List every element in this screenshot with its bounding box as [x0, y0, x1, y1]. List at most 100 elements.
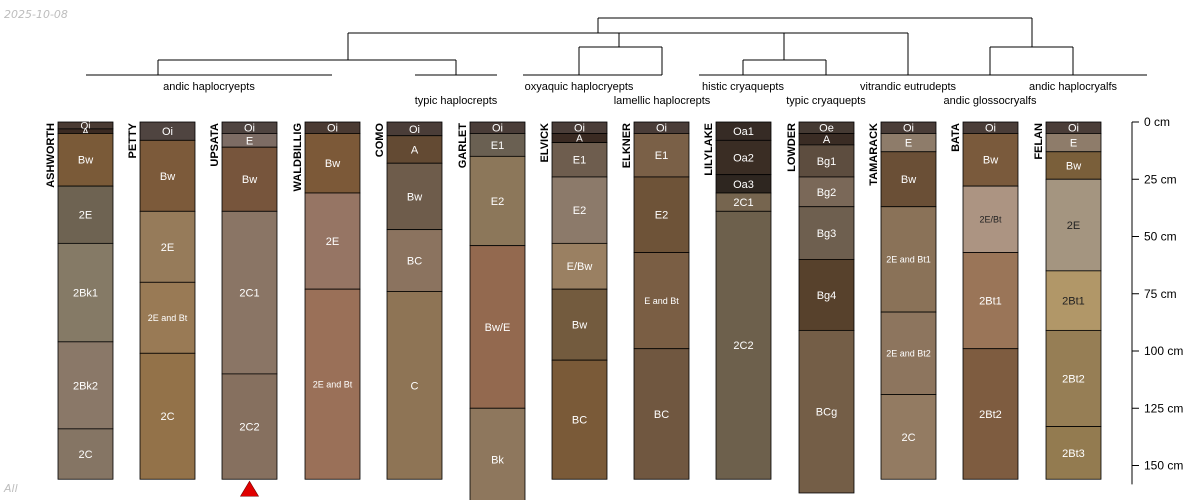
horizon-label: Bw	[407, 191, 422, 203]
subset-label: All	[4, 482, 18, 495]
horizon-label: Bw	[160, 171, 175, 183]
taxon-label-andic-haplocryalfs: andic haplocryalfs	[1029, 81, 1118, 93]
horizon-label: 2E	[161, 242, 174, 254]
profile-upsata: OiE Bw 2C1 2C2 UPSATA	[209, 121, 278, 497]
depth-axis: 0 cm 25 cm 50 cm 75 cm 100 cm 125 cm 150 cm	[1131, 115, 1183, 485]
horizon-label: Oe	[819, 123, 834, 135]
profile-garlet: Oi E1 E2 Bw/E Bk GARLET	[457, 121, 526, 500]
truncation-marker	[239, 480, 260, 497]
horizon-e1	[551, 142, 608, 178]
horizon-label: 2E/Bt	[979, 215, 1002, 225]
horizon-2e-and-bt	[139, 281, 196, 354]
horizon-e-bw	[551, 242, 608, 290]
profile-felan: Oi E Bw 2E 2Bt1 2Bt2 2Bt3 FELAN	[1033, 121, 1102, 480]
taxon-label-andic-glossocryalfs: andic glossocryalfs	[944, 95, 1037, 107]
horizon-2bt1	[962, 252, 1019, 350]
horizon-label: Bw	[242, 174, 257, 186]
axis-tick-label: 75 cm	[1144, 287, 1177, 301]
horizon-label: Bg2	[817, 187, 837, 199]
horizon-e2	[551, 176, 608, 244]
horizon-label: E2	[655, 210, 668, 222]
profile-name: GARLET	[457, 123, 469, 169]
profile-name: UPSATA	[209, 123, 221, 167]
horizon-label: Oi	[162, 126, 173, 138]
horizon-bk	[469, 407, 526, 500]
taxon-labels: andic haplocryepts typic haplocrepts oxyaq…	[86, 74, 1147, 107]
horizon-c	[386, 291, 443, 480]
horizon-bcg	[798, 329, 855, 494]
horizon-label: Oa3	[733, 179, 754, 191]
axis-tick-label: 25 cm	[1144, 172, 1177, 186]
profile-lilylake: Oa1 Oa2 Oa3 2C1 2C2 LILYLAKE	[703, 121, 772, 480]
horizon-label: 2E	[326, 236, 339, 248]
axis-tick-label: 125 cm	[1144, 401, 1183, 415]
profile-name: ASHWORTH	[45, 123, 57, 188]
horizon-bc	[386, 229, 443, 292]
horizon-label: Bw	[325, 158, 340, 170]
horizon-label: Oi	[244, 123, 255, 135]
profile-name: COMO	[374, 123, 386, 158]
horizon-label: Bk	[491, 455, 504, 467]
horizon-label: Oi	[81, 121, 91, 132]
horizon-2c1	[221, 210, 278, 375]
horizon-a	[386, 135, 443, 164]
profile-elkner: Oi E1 E2 E and Bt BC ELKNER	[621, 121, 690, 480]
horizon-2bt1	[1045, 270, 1102, 331]
horizon-label: Bg3	[817, 228, 837, 240]
taxon-label-typic-cryaquepts: typic cryaquepts	[786, 95, 866, 107]
axis-tick-label: 0 cm	[1144, 115, 1170, 129]
horizon-label: 2Bt1	[1062, 296, 1085, 308]
horizon-label: BC	[407, 256, 422, 268]
horizon-2c2	[221, 373, 278, 480]
horizon-label: 2Bt2	[979, 409, 1002, 421]
horizon-label: Oa2	[733, 152, 754, 164]
taxon-label-lamellic-haplocrepts: lamellic haplocrepts	[614, 95, 711, 107]
horizon-label: E2	[491, 196, 504, 208]
axis-tick-label: 150 cm	[1144, 459, 1183, 473]
horizon-label: E	[905, 138, 912, 150]
profile-name: LILYLAKE	[703, 123, 715, 176]
horizon-label: 2Bt1	[979, 296, 1002, 308]
profile-name: BATA	[950, 123, 962, 152]
horizon-label: 2Bk2	[73, 380, 98, 392]
horizon-label: Oa1	[733, 126, 754, 138]
date-stamp: 2025-10-08	[4, 8, 68, 21]
horizon-label: A	[82, 127, 89, 138]
axis-tick-label: 100 cm	[1144, 344, 1183, 358]
horizon-bw	[139, 139, 196, 212]
horizon-2c2	[715, 210, 772, 480]
horizon-label: 2E and Bt	[148, 313, 188, 323]
horizon-label: E2	[573, 205, 586, 217]
horizon-2bt2	[962, 348, 1019, 480]
horizon-label: BC	[572, 415, 587, 427]
horizon-label: BC	[654, 409, 669, 421]
horizon-2e-bt	[962, 185, 1019, 253]
horizon-label: 2C	[901, 432, 915, 444]
horizon-2e	[139, 210, 196, 283]
horizon-label: E/Bw	[567, 261, 593, 273]
horizon-label: E	[1070, 138, 1077, 150]
horizon-2e-and-bt2	[880, 311, 937, 395]
horizon-label: A	[576, 134, 583, 145]
horizon-label: 2Bt2	[1062, 373, 1085, 385]
horizon-2c	[139, 352, 196, 480]
horizon-label: E	[246, 135, 253, 147]
horizon-label: Bw	[1066, 160, 1081, 172]
horizon-2c	[880, 394, 937, 480]
horizon-label: 2Bk1	[73, 288, 98, 300]
profile-name: ELVICK	[539, 123, 551, 163]
horizon-label: Bw	[901, 174, 916, 186]
horizon-label: Oi	[656, 123, 667, 135]
horizon-label: Bw/E	[485, 322, 511, 334]
profile-petty: Oi Bw 2E 2E and Bt 2C PETTY	[127, 121, 196, 480]
axis-tick-label: 50 cm	[1144, 230, 1177, 244]
horizon-label: A	[411, 144, 419, 156]
horizon-label: E1	[655, 150, 668, 162]
horizon-label: Oi	[492, 123, 503, 135]
horizon-label: E and Bt	[644, 296, 679, 306]
horizon-bg3	[798, 206, 855, 260]
horizon-bw	[57, 133, 114, 187]
horizon-label: Oi	[903, 123, 914, 135]
profile-waldbillig: Oi Bw 2E 2E and Bt WALDBILLIG	[292, 121, 361, 480]
horizon-label: 2E and Bt1	[886, 255, 931, 265]
